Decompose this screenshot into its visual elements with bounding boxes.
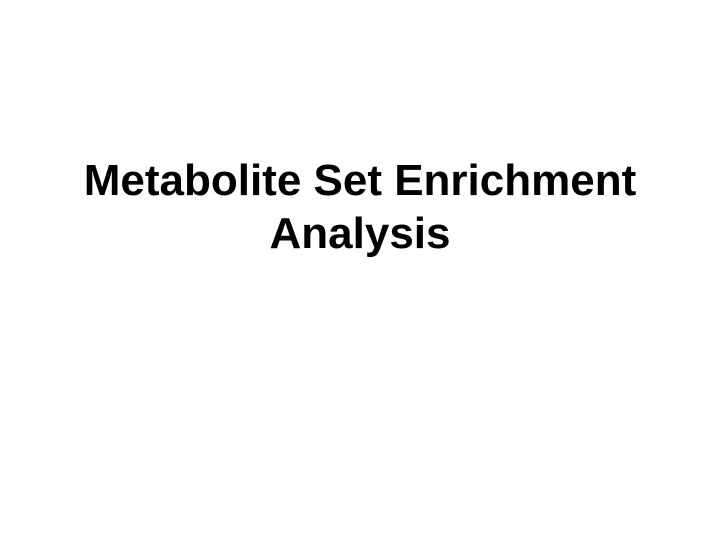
title-line-1: Metabolite Set Enrichment <box>84 156 637 205</box>
title-line-2: Analysis <box>270 209 451 258</box>
slide-title: Metabolite Set Enrichment Analysis <box>70 155 650 261</box>
slide-container: Metabolite Set Enrichment Analysis <box>0 0 720 540</box>
